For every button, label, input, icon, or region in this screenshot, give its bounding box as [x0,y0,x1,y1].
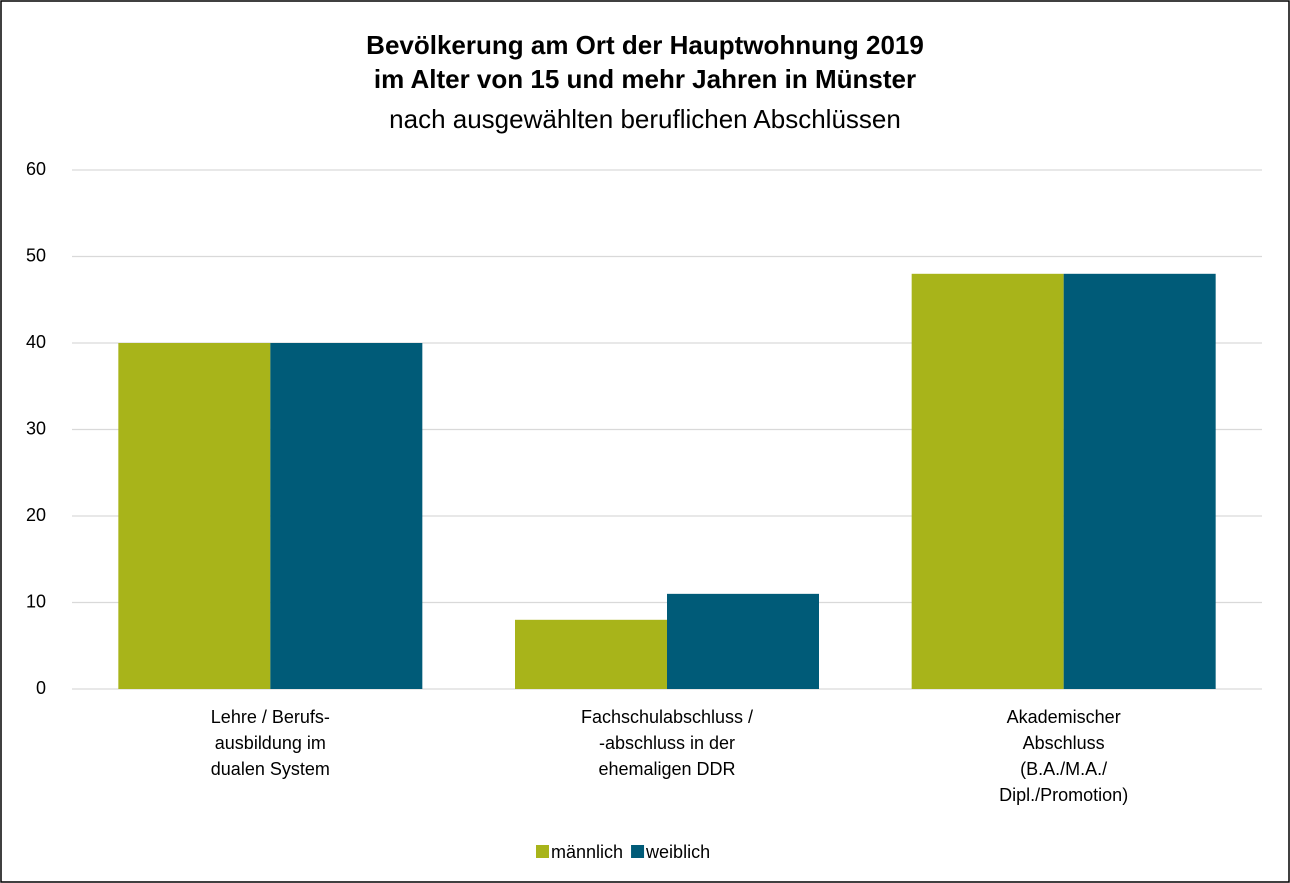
x-tick-label: Dipl./Promotion) [999,785,1128,805]
x-tick-label: ehemaligen DDR [598,759,735,779]
x-tick-label: (B.A./M.A./ [1020,759,1107,779]
legend-swatch [536,845,549,858]
bar [515,619,667,689]
x-tick-label: -abschluss in der [599,733,735,753]
bar [667,593,819,689]
x-tick-label: ausbildung im [215,733,326,753]
y-tick-label: 50 [26,245,46,265]
y-tick-label: 10 [26,591,46,611]
legend-label: männlich [551,842,623,862]
chart-subtitle: nach ausgewählten beruflichen Abschlüsse… [389,104,901,134]
x-tick-label: dualen System [211,759,330,779]
bar [1063,273,1216,689]
y-tick-label: 0 [36,678,46,698]
bar [270,343,423,689]
x-tick-label: Fachschulabschluss / [581,707,753,727]
chart-title: im Alter von 15 und mehr Jahren in Münst… [374,64,916,94]
legend-label: weiblich [645,842,710,862]
bar [118,343,271,689]
y-tick-label: 60 [26,159,46,179]
y-tick-label: 20 [26,505,46,525]
chart-title: Bevölkerung am Ort der Hauptwohnung 2019 [366,30,924,60]
bar [911,273,1064,689]
y-tick-label: 40 [26,332,46,352]
x-tick-label: Abschluss [1023,733,1105,753]
x-tick-label: Akademischer [1007,707,1121,727]
x-tick-label: Lehre / Berufs- [211,707,330,727]
y-tick-label: 30 [26,418,46,438]
legend-swatch [631,845,645,858]
